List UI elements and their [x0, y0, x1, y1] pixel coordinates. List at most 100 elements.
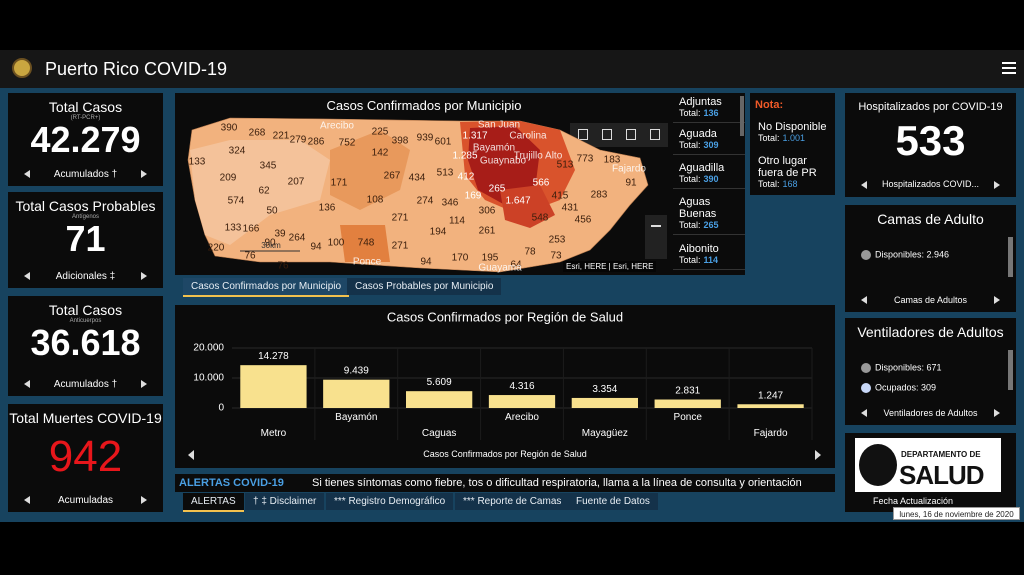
- logo-line2: SALUD: [899, 460, 985, 490]
- municipio-value: 752: [339, 138, 356, 149]
- card-footer: Acumulados †: [53, 379, 118, 390]
- municipio-value: 183: [604, 155, 621, 166]
- note-total-row: Total: 168: [758, 179, 833, 189]
- municipio-name: Adjuntas: [679, 96, 722, 108]
- card-value: 942: [48, 432, 123, 481]
- stat-card: Total Casos (RT-PCR+) 42.279 Acumulados †: [8, 93, 163, 186]
- card-title: Total Muertes COVID-19: [9, 410, 162, 426]
- next-button[interactable]: [994, 181, 1000, 189]
- prev-button[interactable]: [24, 272, 30, 280]
- place-name: Trujillo Alto: [514, 151, 563, 162]
- next-button[interactable]: [141, 170, 147, 178]
- stat-card: Total Muertes COVID-19 942 Acumuladas: [8, 404, 163, 512]
- card-footer: Acumuladas: [57, 495, 114, 506]
- prev-button[interactable]: [861, 296, 867, 304]
- municipio-name: Aibonito: [679, 243, 719, 255]
- municipio-value: 100: [328, 238, 345, 249]
- legend-item: Disponibles: 2.946: [861, 249, 949, 260]
- header-title: Puerto Rico COVID-19: [45, 59, 228, 79]
- prev-button[interactable]: [861, 409, 867, 417]
- place-name: Arecibo: [320, 121, 354, 132]
- municipio-value: 345: [260, 161, 277, 172]
- card-subtitle: Antígenos: [71, 214, 100, 220]
- municipio-item[interactable]: Aibonito Total: 114: [673, 243, 745, 270]
- total-label: Total:: [679, 255, 701, 265]
- municipio-value: 271: [392, 213, 409, 224]
- map-tool[interactable]: [650, 129, 660, 140]
- municipio-value: 220: [208, 243, 225, 254]
- alerts-title: ALERTAS COVID-19: [179, 477, 284, 489]
- prev-button[interactable]: [24, 170, 30, 178]
- next-button[interactable]: [141, 272, 147, 280]
- header-bar: [0, 50, 1024, 88]
- municipio-name: Aguadilla: [679, 162, 725, 174]
- municipio-value: 73: [550, 251, 562, 262]
- map-tab[interactable]: Casos Probables por Municipio: [347, 278, 502, 295]
- menu-button[interactable]: [1002, 62, 1016, 74]
- legend-dot: [861, 382, 871, 393]
- alert-tab[interactable]: Fuente de Datos: [568, 493, 658, 510]
- alert-tab[interactable]: ALERTAS: [183, 493, 244, 512]
- next-button[interactable]: [141, 496, 147, 504]
- map-attribution: Esri, HERE | Esri, HERE: [563, 261, 657, 272]
- card-title: Ventiladores de Adultos: [857, 324, 1004, 340]
- value-label: 1.247: [758, 390, 783, 401]
- next-button[interactable]: [994, 296, 1000, 304]
- municipio-value: 142: [372, 148, 389, 159]
- total-value: 136: [703, 108, 719, 118]
- municipio-item[interactable]: Aguada Total: 309: [673, 128, 745, 155]
- map-tab[interactable]: Casos Confirmados por Municipio: [183, 278, 350, 297]
- municipio-value: 225: [372, 127, 389, 138]
- zoom-out[interactable]: [645, 237, 667, 259]
- stat-card: Total Casos Anticuerpos 36.618 Acumulados †: [8, 296, 163, 396]
- card-title: Total Casos: [48, 302, 123, 318]
- alert-tab[interactable]: † ‡ Disclaimer: [245, 493, 325, 510]
- municipio-value: 513: [557, 160, 574, 171]
- municipio-value: 324: [229, 146, 246, 157]
- municipio-item[interactable]: Aguas Buenas Total: 265: [673, 196, 745, 235]
- value-label: 14.278: [258, 351, 289, 362]
- municipio-value: 1.647: [505, 196, 530, 207]
- municipio-value: 166: [243, 224, 260, 235]
- municipio-value: 566: [533, 178, 550, 189]
- total-label: Total:: [758, 133, 780, 143]
- municipio-value: 194: [430, 227, 447, 238]
- chart-title: Casos Confirmados por Región de Salud: [387, 309, 623, 324]
- municipio-value: 773: [577, 154, 594, 165]
- place-name: Carolina: [509, 131, 547, 142]
- zoom-in[interactable]: [645, 215, 667, 237]
- municipio-item[interactable]: Aguadilla Total: 390: [673, 162, 745, 189]
- alert-tab[interactable]: *** Reporte de Camas: [455, 493, 570, 510]
- municipio-value: 513: [437, 168, 454, 179]
- municipio-value: 265: [489, 184, 506, 195]
- map-tool[interactable]: [602, 129, 612, 140]
- total-label: Total:: [679, 220, 701, 230]
- alert-tab[interactable]: *** Registro Demográfico: [326, 493, 454, 510]
- municipio-value: 62: [258, 186, 270, 197]
- note-title: Nota:: [755, 99, 784, 111]
- prev-button[interactable]: [24, 380, 30, 388]
- x-tick-label: Fajardo: [754, 428, 788, 439]
- legend-text: Disponibles: 671: [875, 362, 942, 373]
- scrollbar: [1008, 237, 1013, 277]
- municipio-value: 39: [274, 229, 286, 240]
- chart-next: [815, 450, 821, 460]
- municipio-item[interactable]: Adjuntas Total: 136: [673, 96, 745, 123]
- next-button[interactable]: [141, 380, 147, 388]
- prev-button[interactable]: [861, 181, 867, 189]
- municipio-total-row: Total: 390: [673, 174, 745, 188]
- map-tool[interactable]: [626, 129, 636, 140]
- card-footer: Ventiladores de Adultos: [883, 408, 978, 418]
- prev-button[interactable]: [24, 496, 30, 504]
- map-tool[interactable]: [578, 129, 588, 140]
- next-button[interactable]: [994, 409, 1000, 417]
- map-title: Casos Confirmados por Municipio: [326, 98, 522, 113]
- alerts-bar: ALERTAS COVID-19 Si tienes síntomas como …: [175, 474, 835, 492]
- bar: [737, 404, 804, 408]
- municipio-value: 133: [189, 157, 206, 168]
- x-tick-label: Bayamón: [335, 412, 377, 423]
- total-value: 114: [703, 255, 719, 265]
- scale-label: 30km: [261, 241, 281, 250]
- place-name: Guayama: [478, 263, 522, 274]
